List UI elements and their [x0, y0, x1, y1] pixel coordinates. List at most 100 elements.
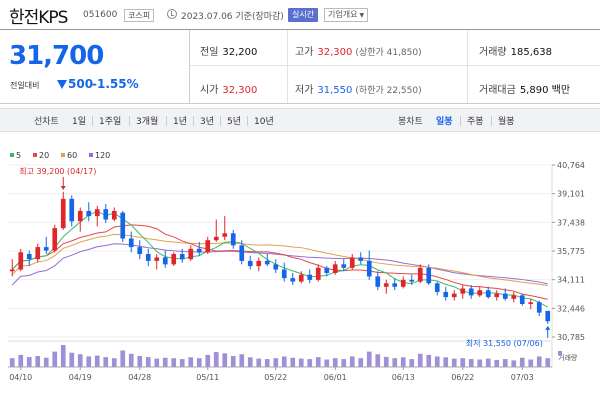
candle-daily-button[interactable]: 일봉: [436, 117, 453, 127]
candle-body: [434, 283, 440, 292]
stat-value: 185,638: [510, 47, 552, 58]
candle-body: [349, 257, 355, 268]
volume-bar: [400, 357, 406, 367]
volume-bar: [230, 356, 236, 367]
candle-body: [528, 302, 534, 304]
divider: [129, 116, 130, 126]
period-10y-button[interactable]: 10년: [254, 117, 274, 127]
legend-label: 5: [16, 151, 21, 160]
volume-bar: [239, 354, 245, 367]
volume-bar: [485, 358, 491, 367]
stat-label: 거래대금: [479, 85, 516, 96]
candle-body: [494, 293, 500, 298]
realtime-button[interactable]: 실시간: [288, 8, 319, 22]
volume-bar: [460, 358, 466, 367]
candle-body: [196, 248, 202, 253]
volume-bar: [426, 354, 432, 367]
ma5-line: [11, 210, 548, 308]
candle-body: [383, 283, 389, 287]
period-1d-button[interactable]: 1일: [72, 117, 87, 127]
divider: [287, 30, 288, 103]
volume-bar: [171, 358, 177, 367]
market-badge: 코스피: [124, 9, 155, 22]
period-5y-button[interactable]: 5년: [227, 117, 242, 127]
volume-bar: [468, 359, 474, 367]
stat-prev-close: 전일 32,200: [200, 43, 257, 58]
stats-panel: 전일 32,200 고가 32,300 (상한가 41,850) 거래량 185,638…: [190, 30, 600, 103]
volume-bar: [341, 359, 347, 367]
y-tick-label: 34,111: [557, 276, 585, 285]
candle-body: [18, 252, 24, 270]
candle-body: [60, 198, 66, 229]
x-tick-label: 06/13: [392, 373, 415, 382]
volume-bar: [43, 357, 49, 367]
volume-bar: [247, 357, 253, 367]
candle-body: [273, 264, 279, 270]
volume-bar: [264, 359, 270, 367]
period-1w-button[interactable]: 1주일: [99, 117, 122, 127]
company-overview-button[interactable]: 기업개요 ▼: [324, 8, 369, 22]
candle-body: [281, 269, 287, 279]
stat-open: 시가 32,300: [200, 81, 257, 96]
volume-bar: [519, 357, 525, 367]
candle-monthly-button[interactable]: 월봉: [498, 117, 515, 127]
volume-bar: [375, 354, 381, 367]
volume-bar: [528, 359, 534, 367]
company-overview-label: 기업개요: [328, 10, 358, 19]
candle-body: [519, 295, 525, 304]
stat-volume: 거래량 185,638: [479, 43, 552, 58]
down-arrow-icon: [57, 80, 67, 89]
y-tick-label: 32,446: [557, 304, 585, 313]
candle-body: [417, 267, 423, 282]
candle-body: [392, 283, 398, 287]
candle-body: [545, 310, 551, 322]
period-1y-button[interactable]: 1년: [173, 117, 188, 127]
volume-bar: [145, 357, 151, 367]
volume-bar: [179, 359, 185, 367]
divider: [166, 116, 167, 126]
current-price: 31,700: [9, 41, 104, 71]
y-tick-label: 35,775: [557, 247, 585, 256]
volume-bar: [103, 357, 109, 367]
candle-body: [400, 279, 406, 287]
legend-label: 120: [95, 151, 110, 160]
price-panel: 31,700 전일대비 500 -1.55%: [0, 30, 190, 103]
candle-body: [171, 254, 177, 265]
candle-body: [460, 288, 466, 294]
candle-body: [290, 278, 296, 282]
y-tick-label: 39,101: [557, 190, 585, 199]
candle-body: [52, 228, 58, 251]
clock-icon: [167, 9, 177, 19]
candle-body: [9, 269, 15, 272]
x-tick-label: 05/22: [264, 373, 287, 382]
change-label: 전일대비: [10, 81, 40, 90]
volume-bar: [443, 357, 449, 367]
y-tick-label: 40,764: [557, 161, 585, 170]
candle-body: [162, 257, 168, 265]
stat-value: 32,300: [222, 85, 258, 96]
y-tick-label: 37,438: [557, 218, 585, 227]
volume-bar: [120, 350, 126, 367]
quote-date: 2023.07.06 기준(장마감): [181, 12, 284, 22]
stat-value: 5,890 백만: [519, 85, 571, 96]
candle-body: [188, 248, 194, 260]
candle-weekly-button[interactable]: 주봉: [467, 117, 484, 127]
candle-body: [213, 236, 219, 241]
legend-label: 60: [67, 151, 77, 160]
divider: [247, 116, 248, 126]
volume-bar: [290, 357, 296, 367]
volume-bar: [52, 351, 58, 367]
volume-bar: [256, 358, 262, 367]
candle-body: [366, 260, 372, 277]
period-3m-button[interactable]: 3개월: [136, 117, 159, 127]
volume-bar: [188, 357, 194, 367]
volume-bar: [511, 360, 517, 367]
ma120-line: [11, 243, 548, 286]
volume-bar: [366, 351, 372, 367]
volume-bar: [451, 358, 457, 367]
candle-body: [230, 233, 236, 246]
price-chart[interactable]: 5 20 60 120 30,785 32,446 34,111 35,775 37,438 39…: [0, 140, 600, 414]
stat-value: 31,550: [317, 85, 353, 96]
period-3y-button[interactable]: 3년: [200, 117, 215, 127]
candle-body: [128, 238, 134, 248]
